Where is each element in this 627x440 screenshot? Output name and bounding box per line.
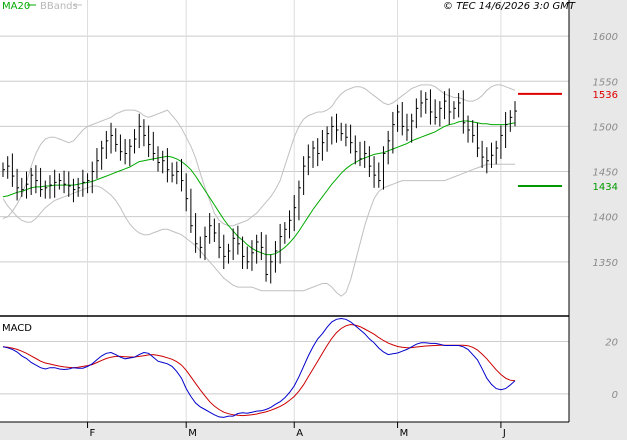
price-panel-area <box>0 0 569 316</box>
price-tick-label: 1400 <box>593 213 618 224</box>
time-axis-area <box>0 422 569 440</box>
price-bars <box>2 88 517 284</box>
month-tick-label: F <box>90 428 96 439</box>
bbands-lower-line <box>2 163 515 297</box>
macd-tick-label: 20 <box>605 338 618 349</box>
month-tick-label: M <box>188 428 197 439</box>
axis-labels: 1600 1550 1500 1450 1400 1350 20 0 F M A M J <box>90 32 618 439</box>
resistance-level-label: 1536 <box>593 90 618 101</box>
bbands-legend-label: BBands <box>40 1 78 12</box>
ma20-series-line <box>2 120 516 256</box>
month-tick-label: J <box>502 428 506 439</box>
macd-series-line <box>2 317 516 418</box>
bollinger-bands <box>2 84 516 297</box>
price-tick-label: 1350 <box>593 258 618 269</box>
copyright-label: © TEC 14/6/2026 3:0 GMT <box>443 1 576 12</box>
price-tick-label: 1450 <box>593 168 618 179</box>
price-tick-label: 1550 <box>593 77 618 88</box>
price-levels: 1536 1434 <box>518 90 618 193</box>
price-axis-area <box>569 0 627 316</box>
ma20-line <box>2 120 516 256</box>
bbands-upper-line <box>2 84 516 227</box>
support-level-label: 1434 <box>593 182 618 193</box>
month-tick-label: M <box>400 428 409 439</box>
price-tick-label: 1500 <box>593 122 618 133</box>
macd-tick-label: 0 <box>612 390 618 401</box>
price-tick-label: 1600 <box>593 32 618 43</box>
macd-panel-title: MACD <box>2 323 32 334</box>
month-tick-label: A <box>296 428 303 439</box>
macd-panel-area <box>0 316 569 422</box>
macd-lines <box>2 317 516 418</box>
ma20-legend-label: MA20 <box>2 1 30 12</box>
macd-axis-area <box>569 316 627 440</box>
